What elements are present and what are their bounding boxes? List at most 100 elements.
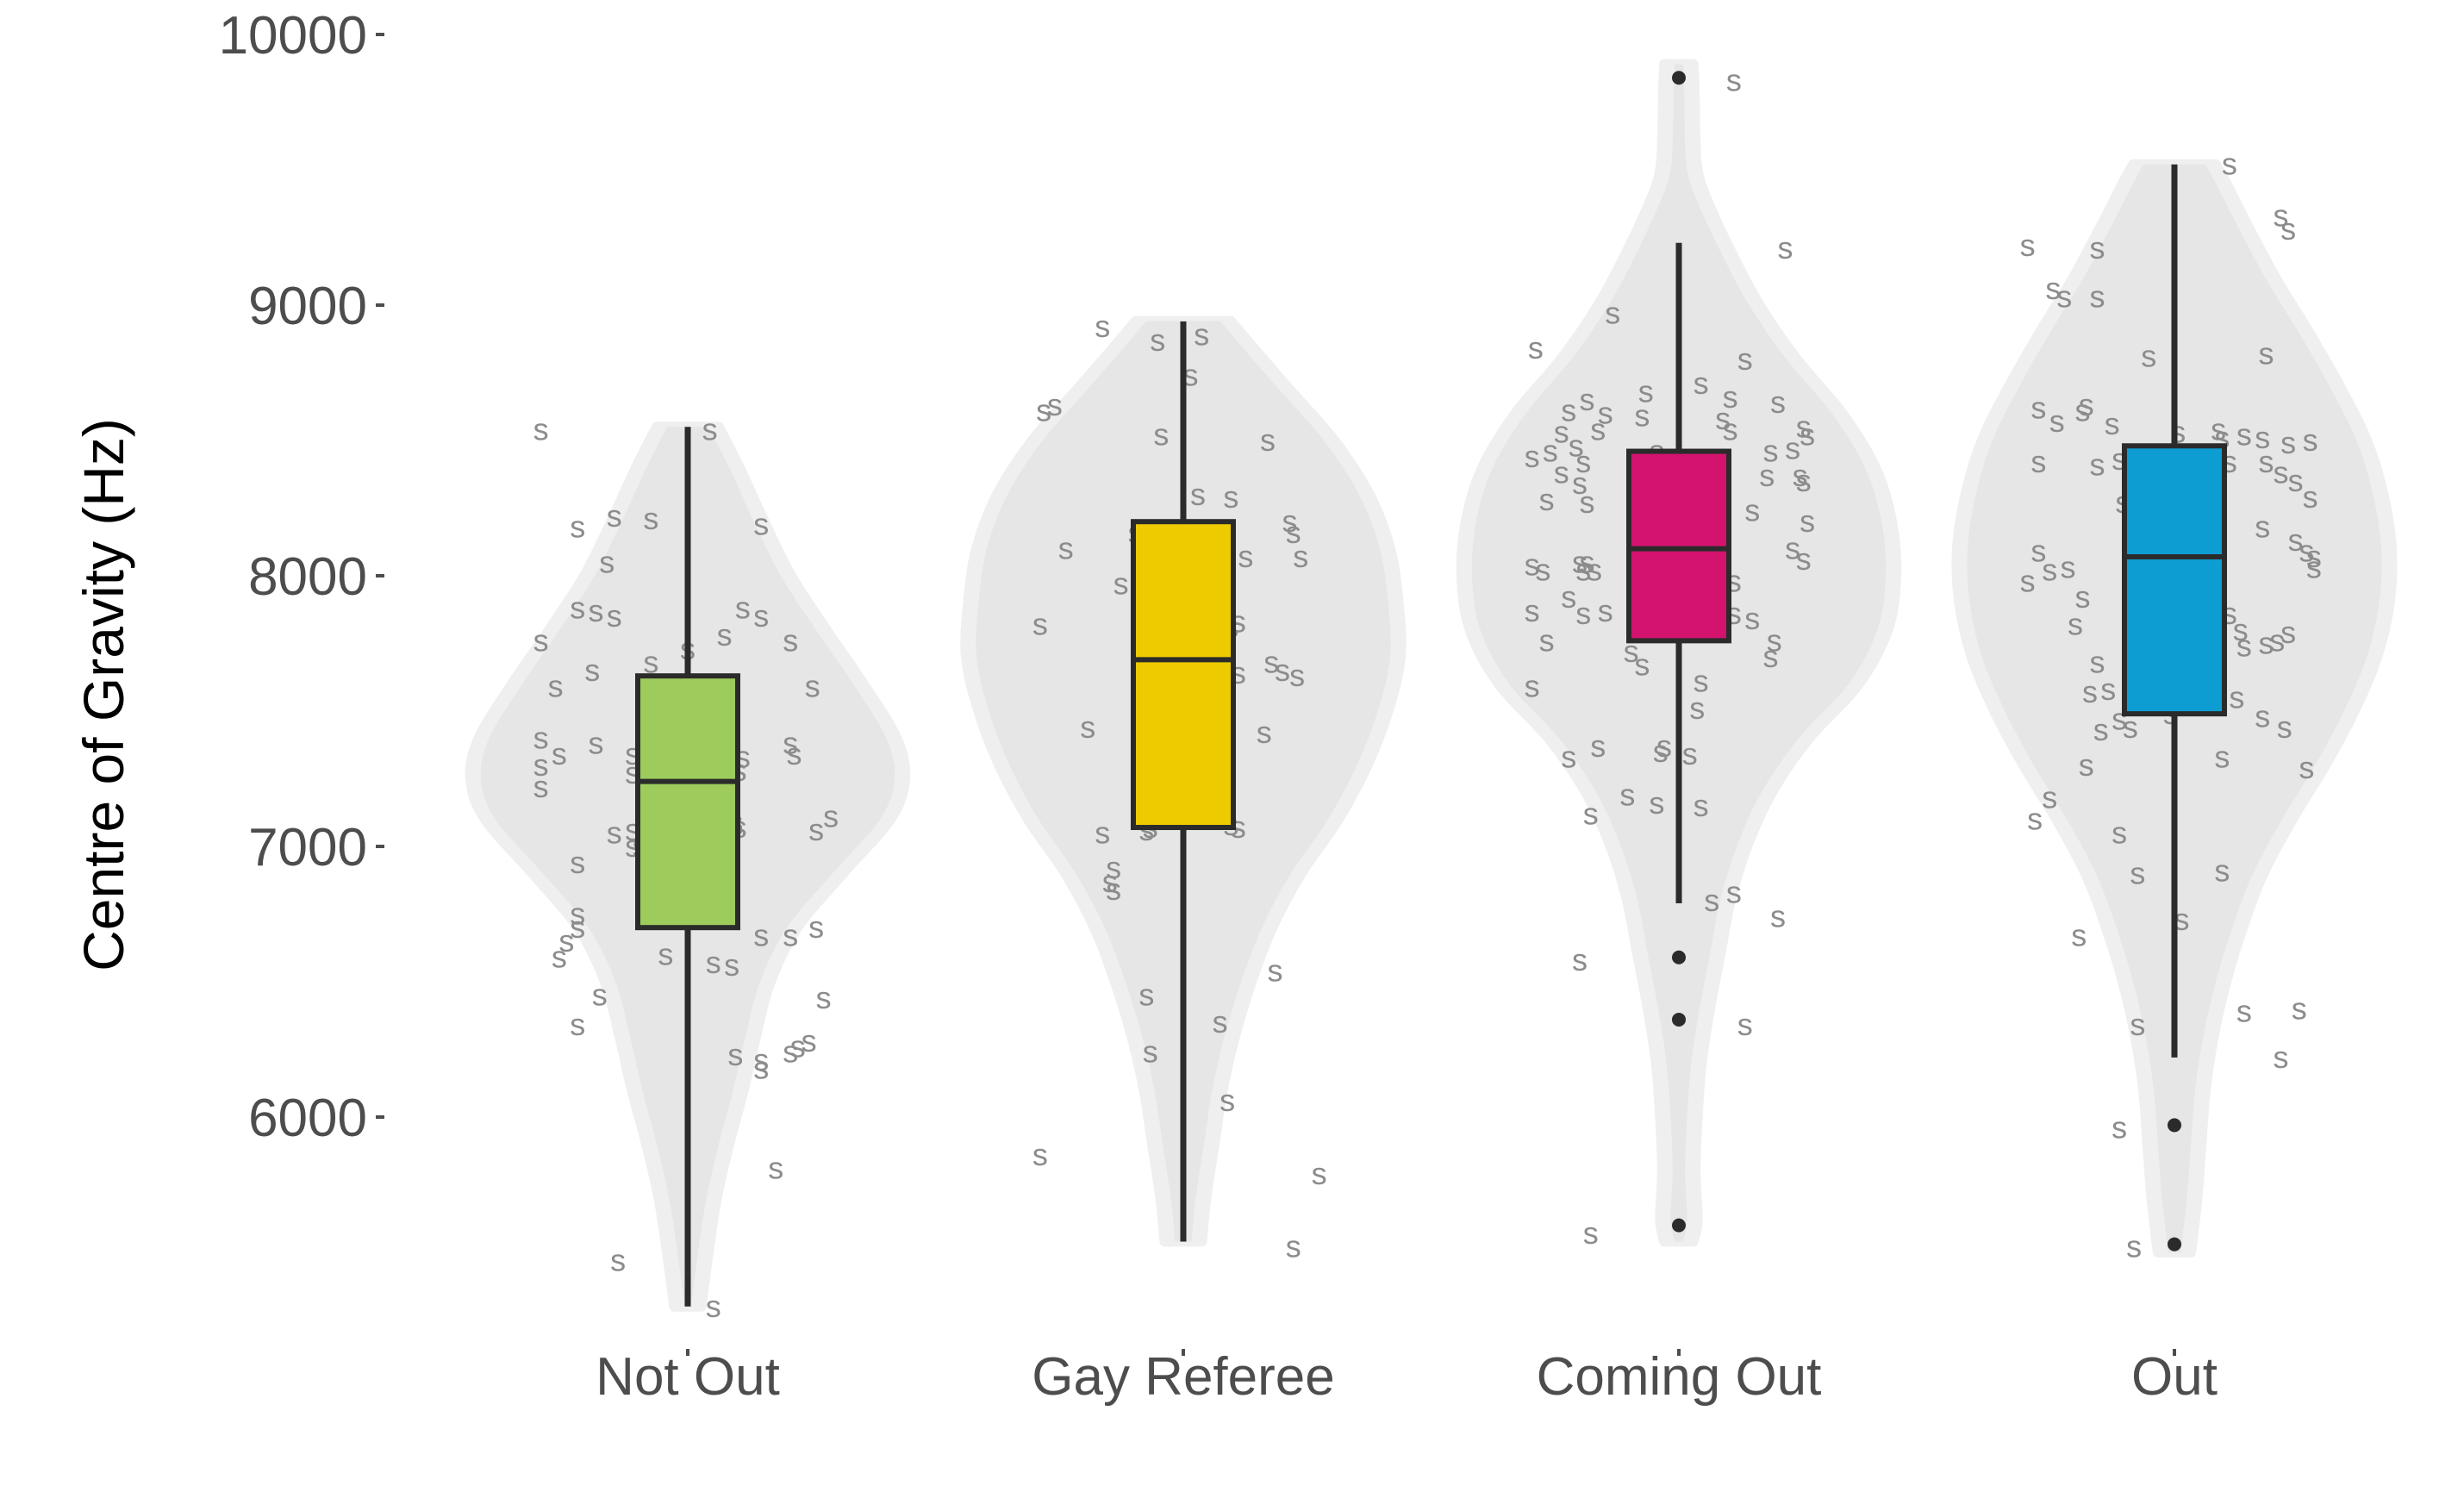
axes-layer: Not Out Gay Referee Coming Out Out 6000 7000 8… [219,6,2218,1407]
data-point-out: s [2288,522,2304,558]
data-point-out: s [2214,739,2230,774]
data-point-gay-referee: s [1260,422,1276,458]
data-point-coming-out: s [1770,899,1786,934]
outlier-coming-out [1672,1012,1686,1027]
data-point-out: s [2100,671,2116,707]
data-point-coming-out: s [1590,411,1606,446]
data-point-gay-referee: s [1213,1004,1228,1039]
data-point-out: s [2030,390,2046,425]
data-point-coming-out: s [1767,622,1782,658]
data-point-out: s [2274,1039,2289,1075]
data-point-coming-out: s [1605,295,1620,330]
data-point-coming-out: s [1580,544,1595,579]
data-point-coming-out: s [1694,664,1709,699]
box-not-out [635,673,740,931]
data-point-out: s [2274,455,2289,490]
data-point-out: s [2123,709,2138,745]
data-point-gay-referee: s [1102,864,1118,899]
data-point-not-out: s [570,590,585,626]
data-point-gay-referee: s [1268,952,1283,988]
data-point-not-out: s [808,812,824,847]
data-point-coming-out: s [1528,330,1544,365]
data-point-out: s [2042,552,2057,588]
data-point-coming-out: s [1689,690,1705,726]
data-point-out: s [2236,628,2252,664]
y-tick-label: 7000 [248,818,367,877]
data-point-coming-out: s [1796,541,1812,577]
data-point-coming-out: s [1590,728,1606,764]
data-point-not-out: s [753,506,769,541]
data-point-coming-out: s [1561,579,1576,615]
data-point-coming-out: s [1715,401,1731,436]
data-point-gay-referee: s [1113,565,1129,601]
data-point-coming-out: s [1778,230,1793,265]
data-point-coming-out: s [1598,593,1613,628]
data-point-out: s [2292,990,2307,1026]
data-point-out: s [2075,579,2091,615]
data-point-coming-out: s [1759,458,1775,493]
data-point-out: s [2306,539,2322,574]
data-point-gay-referee: s [1275,652,1290,688]
data-point-not-out: s [805,669,820,704]
data-point-out: s [2027,802,2043,837]
data-point-out: s [2259,444,2274,479]
data-point-gay-referee: s [1143,1034,1158,1070]
data-point-coming-out: s [1638,374,1654,409]
data-point-out: s [2082,674,2098,709]
data-point-not-out: s [816,980,832,1015]
data-point-not-out: s [802,1023,817,1058]
data-point-not-out: s [658,937,673,972]
data-point-out: s [2112,1110,2127,1146]
data-point-coming-out: s [1785,430,1800,465]
outlier-coming-out [1672,950,1686,964]
data-point-coming-out: s [1770,384,1786,420]
box-gay-referee [1131,519,1236,831]
data-point-out: s [2259,626,2274,661]
data-point-coming-out: s [1525,439,1540,474]
data-point-out: s [2068,607,2083,642]
data-point-not-out: s [533,769,549,804]
data-point-out: s [2280,425,2296,460]
data-point-coming-out: s [1561,739,1576,774]
data-point-out: s [2236,417,2252,453]
data-point-coming-out: s [1572,465,1588,501]
data-point-out: s [2042,780,2057,815]
data-point-not-out: s [753,1042,769,1077]
data-point-out: s [2222,147,2237,182]
data-point-gay-referee: s [1238,539,1253,574]
data-point-gay-referee: s [1223,479,1238,515]
data-point-gay-referee: s [1289,658,1305,693]
data-point-gay-referee: s [1080,709,1095,745]
data-point-coming-out: s [1539,622,1555,658]
data-point-out: s [2259,336,2274,371]
data-point-gay-referee: s [1106,871,1121,907]
data-point-out: s [2056,279,2072,315]
data-point-not-out: s [533,411,549,446]
data-point-gay-referee: s [1106,850,1121,885]
data-point-out: s [2130,855,2145,890]
data-point-coming-out: s [1737,341,1753,377]
data-point-out: s [2299,750,2314,785]
data-point-out: s [2255,509,2270,545]
data-point-out: s [2126,1229,2142,1264]
data-point-coming-out: s [1554,415,1569,450]
data-point-out: s [2274,197,2289,233]
data-point-out: s [2288,463,2304,498]
x-tick-label-gay-referee: Gay Referee [1032,1347,1335,1407]
data-point-not-out: s [724,947,739,983]
data-point-out: s [2269,622,2285,658]
data-point-coming-out: s [1704,883,1719,918]
data-point-coming-out: s [1744,493,1760,528]
data-point-coming-out: s [1793,458,1808,493]
data-point-out: s [2277,709,2292,745]
data-point-not-out: s [570,509,585,545]
data-point-out: s [2030,534,2046,569]
data-point-out: s [2090,279,2105,315]
data-point-not-out: s [823,799,839,834]
data-point-out: s [2306,550,2322,585]
data-point-out: s [2090,230,2105,265]
x-tick-label-out: Out [2131,1347,2218,1407]
data-point-not-out: s [753,1051,769,1086]
data-point-coming-out: s [1575,552,1591,588]
